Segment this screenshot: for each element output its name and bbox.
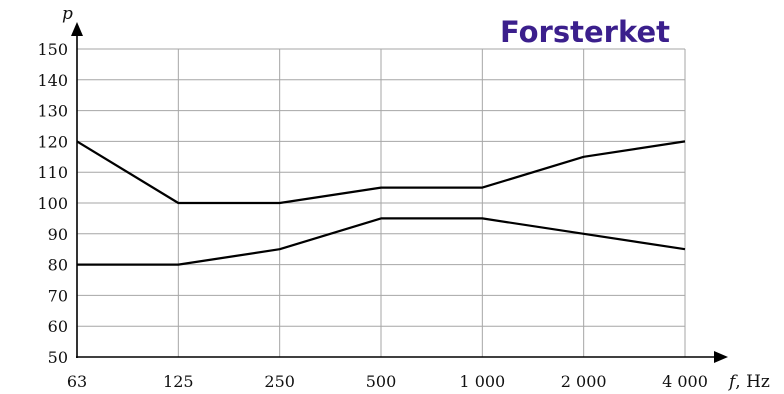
y-tick-label: 50 bbox=[48, 348, 68, 367]
y-tick-label: 130 bbox=[37, 102, 68, 121]
y-axis-arrow bbox=[71, 22, 83, 36]
x-tick-labels: 63 125 250 500 1 000 2 000 4 000 bbox=[67, 372, 708, 391]
chart-banner-title: Forsterket bbox=[500, 15, 670, 49]
x-tick-label: 2 000 bbox=[561, 372, 607, 391]
series-line-2 bbox=[77, 217, 686, 266]
y-tick-labels: 50 60 70 80 90 100 110 120 130 140 150 bbox=[37, 40, 68, 367]
x-tick-label: 1 000 bbox=[459, 372, 505, 391]
grid bbox=[77, 48, 686, 357]
y-tick-label: 60 bbox=[48, 317, 68, 336]
y-tick-label: 120 bbox=[37, 132, 68, 151]
series-line-1 bbox=[76, 140, 686, 205]
x-axis-arrow bbox=[714, 351, 728, 363]
x-axis-unit: , Hz bbox=[735, 372, 770, 392]
x-tick-label: 125 bbox=[163, 372, 194, 391]
x-tick-label: 4 000 bbox=[662, 372, 708, 391]
y-tick-label: 100 bbox=[37, 194, 68, 213]
x-axis-symbol: f bbox=[727, 372, 738, 392]
y-tick-label: 150 bbox=[37, 40, 68, 59]
y-tick-label: 70 bbox=[48, 286, 68, 305]
series-lines bbox=[76, 140, 686, 266]
y-tick-label: 90 bbox=[48, 225, 68, 244]
y-tick-label: 80 bbox=[48, 256, 68, 275]
x-tick-label: 500 bbox=[366, 372, 397, 391]
y-tick-label: 110 bbox=[37, 163, 68, 182]
y-axis-title: p bbox=[62, 4, 73, 24]
y-tick-label: 140 bbox=[37, 71, 68, 90]
x-axis-title: f, Hz bbox=[727, 372, 770, 392]
axes bbox=[71, 22, 728, 363]
x-tick-label: 250 bbox=[264, 372, 295, 391]
x-tick-label: 63 bbox=[67, 372, 87, 391]
